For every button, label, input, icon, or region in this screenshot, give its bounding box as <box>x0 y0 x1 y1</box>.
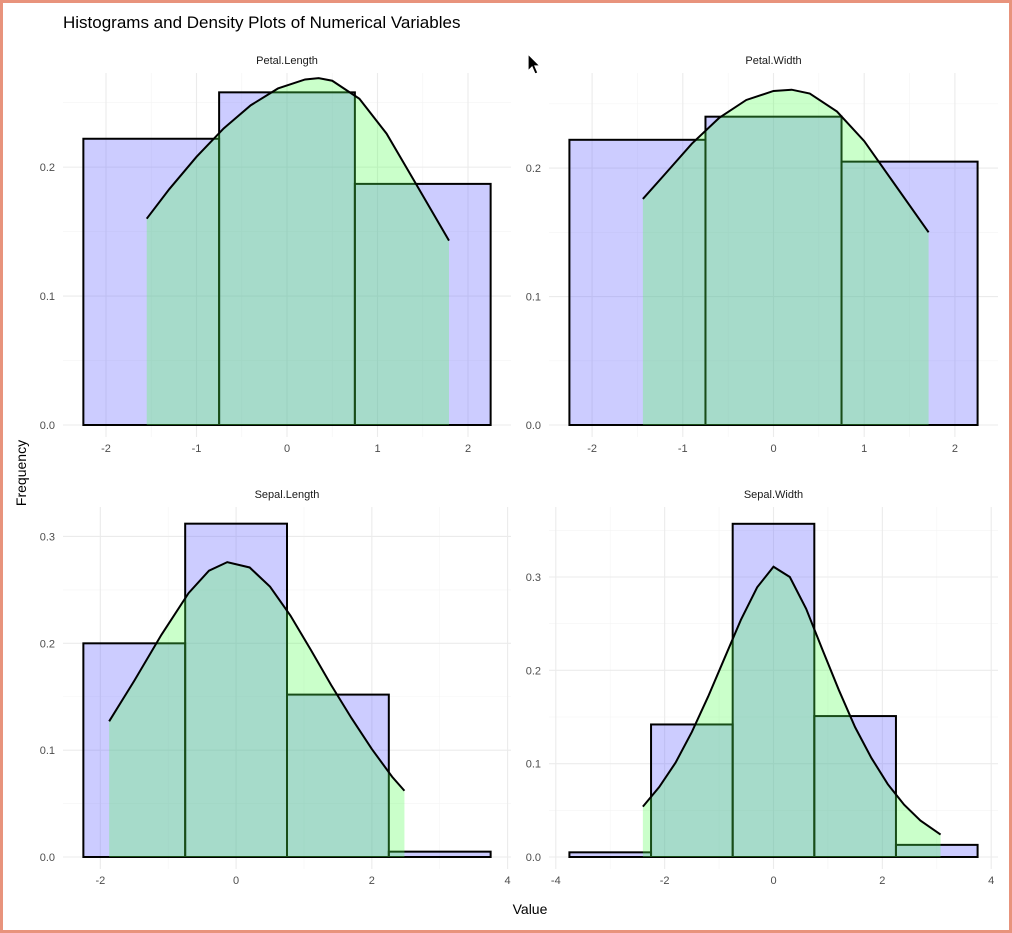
y-tick-label: 0.3 <box>40 531 55 543</box>
y-tick-label: 0.0 <box>40 420 55 432</box>
histogram-bar <box>353 182 492 426</box>
x-tick-label: 0 <box>233 875 239 887</box>
y-axis-title: Frequency <box>13 440 29 506</box>
x-tick-label: -1 <box>678 443 688 455</box>
x-tick-label: -2 <box>101 443 111 455</box>
facet-panels: Petal.Length 0.0 0.1 0.2 -2 -1 0 1 2 Petal.Width 0… <box>40 55 998 887</box>
density-line <box>108 561 406 792</box>
facet-panel-petal-width: Petal.Width 0.0 0.1 0.2 -2 -1 0 1 2 <box>526 55 998 455</box>
x-tick-label: 2 <box>952 443 958 455</box>
histogram-bar <box>568 851 653 858</box>
x-tick-label: -4 <box>551 875 561 887</box>
facet-title: Petal.Length <box>256 55 318 67</box>
density-area <box>642 89 929 425</box>
histogram-bar <box>568 138 707 426</box>
y-tick-label: 0.0 <box>526 852 541 864</box>
y-tick-label: 0.1 <box>526 292 541 304</box>
density-area <box>642 566 941 857</box>
x-tick-label: 0 <box>770 875 776 887</box>
facet-title: Petal.Width <box>745 55 801 67</box>
density-line <box>642 565 942 836</box>
x-tick-label: -1 <box>192 443 202 455</box>
x-tick-label: 0 <box>770 443 776 455</box>
histogram-bar <box>813 715 897 858</box>
x-axis-title: Value <box>513 901 548 917</box>
histogram-bar <box>704 115 843 426</box>
chart-canvas: Histograms and Density Plots of Numerica… <box>13 13 998 917</box>
density-line <box>642 88 930 233</box>
chart-frame: Histograms and Density Plots of Numerica… <box>3 3 1009 930</box>
mouse-cursor-icon <box>527 53 542 75</box>
y-tick-label: 0.1 <box>40 291 55 303</box>
x-tick-label: 1 <box>374 443 380 455</box>
histogram-bar <box>82 137 221 426</box>
histogram-bar <box>650 723 734 859</box>
histogram-bar <box>894 843 979 858</box>
facet-panel-sepal-length: Sepal.Length 0.0 0.1 0.2 0.3 -2 0 2 4 <box>40 489 511 887</box>
x-tick-label: -2 <box>587 443 597 455</box>
density-line <box>145 77 450 242</box>
facet-title: Sepal.Length <box>255 489 320 501</box>
x-tick-label: 2 <box>465 443 471 455</box>
histogram-bar <box>286 693 390 858</box>
facet-title: Sepal.Width <box>744 489 803 501</box>
y-tick-label: 0.2 <box>526 665 541 677</box>
density-area <box>146 78 450 426</box>
x-tick-label: 2 <box>369 875 375 887</box>
facet-panel-petal-length: Petal.Length 0.0 0.1 0.2 -2 -1 0 1 2 <box>40 55 511 455</box>
y-tick-label: 0.3 <box>526 572 541 584</box>
x-tick-label: -2 <box>95 875 105 887</box>
y-tick-label: 0.2 <box>40 638 55 650</box>
x-tick-label: -2 <box>660 875 670 887</box>
histogram-bar <box>387 850 492 859</box>
y-tick-label: 0.0 <box>40 852 55 864</box>
chart-title: Histograms and Density Plots of Numerica… <box>63 13 460 32</box>
y-tick-label: 0.1 <box>40 745 55 757</box>
x-tick-label: 1 <box>861 443 867 455</box>
y-tick-label: 0.1 <box>526 759 541 771</box>
y-tick-label: 0.2 <box>40 162 55 174</box>
y-tick-label: 0.2 <box>526 163 541 175</box>
x-tick-label: 4 <box>505 875 511 887</box>
facet-panel-sepal-width: Sepal.Width 0.0 0.1 0.2 0.3 -4 -2 0 2 4 <box>526 489 998 887</box>
x-tick-label: 0 <box>284 443 290 455</box>
histogram-bar <box>731 522 816 858</box>
y-tick-label: 0.0 <box>526 420 541 432</box>
x-tick-label: 4 <box>988 875 994 887</box>
x-tick-label: 2 <box>879 875 885 887</box>
density-area <box>109 562 405 857</box>
